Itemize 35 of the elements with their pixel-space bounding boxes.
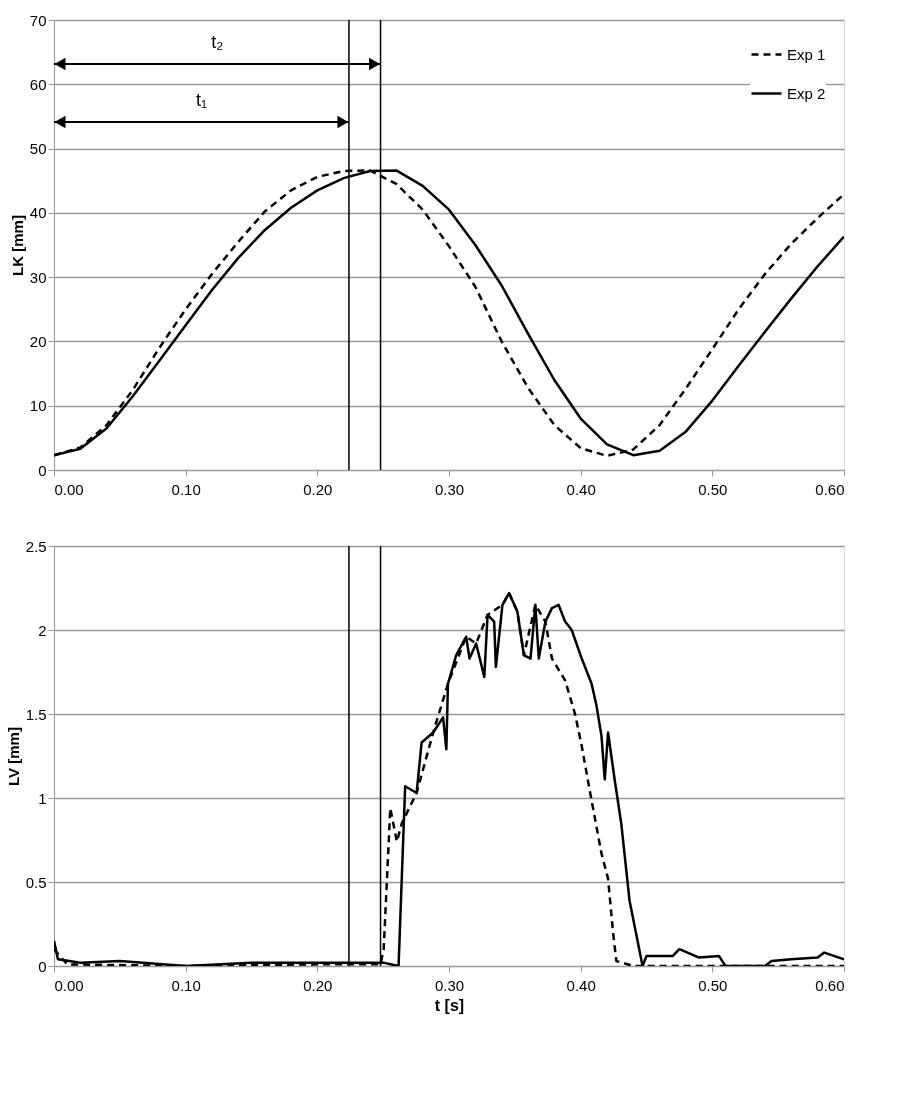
x-tick-label: 0.60 (815, 480, 845, 498)
x-tick-label: 0.10 (171, 480, 201, 498)
y-tick-label: 2 (38, 621, 47, 639)
y-tick-label: 0 (38, 461, 47, 479)
y-tick-label: 1.5 (25, 705, 47, 723)
x-tick-label: 0.40 (566, 976, 596, 994)
y-tick-label: 60 (29, 75, 47, 93)
y-tick-label: 0 (38, 957, 47, 975)
y-tick-label: 10 (29, 397, 47, 415)
y-tick-label: 0.5 (25, 873, 47, 891)
x-tick-label: 0.00 (54, 976, 84, 994)
x-tick-label: 0.00 (54, 480, 84, 498)
y-tick-label: 2.5 (25, 537, 47, 555)
x-tick-label: 0.30 (434, 480, 465, 498)
y-tick-label: 50 (29, 140, 47, 158)
y-tick-label: 1 (38, 789, 47, 807)
x-tick-label: 0.50 (698, 480, 728, 498)
x-tick-label: 0.30 (434, 976, 465, 994)
y-tick-label: 70 (29, 11, 47, 29)
y-tick-label: 40 (29, 204, 47, 222)
y-tick-label: 20 (29, 332, 47, 350)
y-tick-label: 30 (29, 268, 47, 286)
annotation: t₁ (195, 90, 208, 110)
y-axis-title: LV [mm] (4, 727, 22, 786)
x-tick-label: 0.10 (171, 976, 201, 994)
x-tick-label: 0.40 (566, 480, 596, 498)
x-axis-title: t [s] (434, 996, 465, 1014)
y-axis-title: LK [mm] (8, 215, 26, 276)
legend-label: Exp 2 (787, 84, 826, 102)
x-tick-label: 0.50 (698, 976, 728, 994)
x-tick-label: 0.20 (303, 480, 333, 498)
annotation: t₂ (211, 32, 224, 52)
x-tick-label: 0.60 (815, 976, 845, 994)
x-tick-label: 0.20 (303, 976, 333, 994)
legend-label: Exp 1 (787, 45, 826, 63)
